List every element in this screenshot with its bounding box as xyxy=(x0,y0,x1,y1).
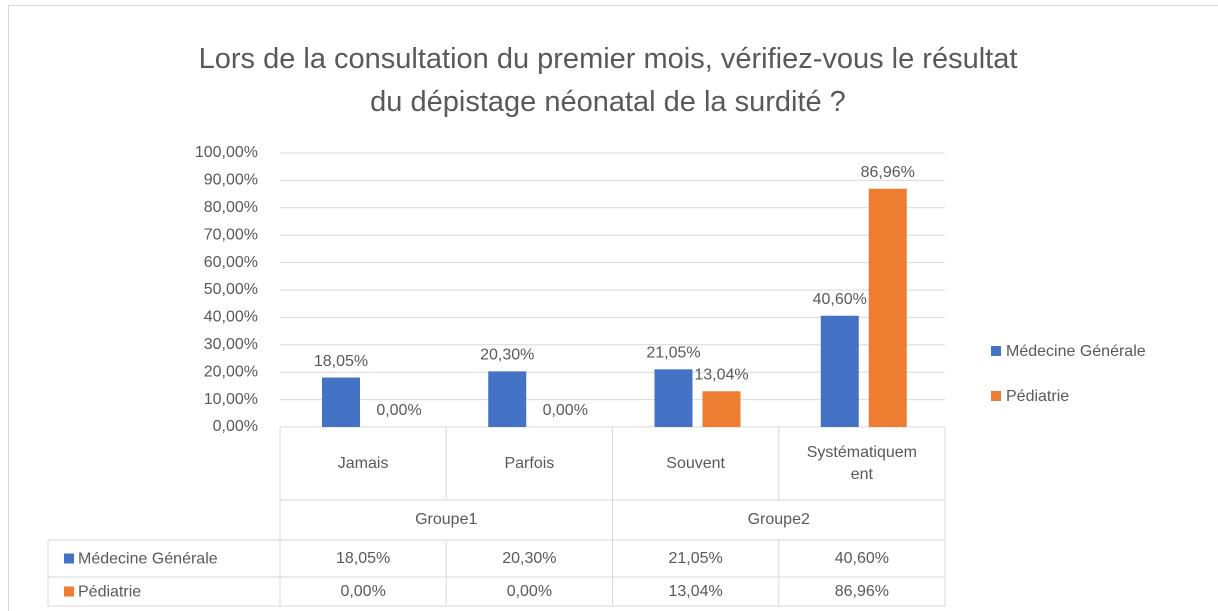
bar xyxy=(488,371,527,427)
data-label: 40,60% xyxy=(813,291,867,308)
table-legend-key xyxy=(64,553,74,564)
chart-title: Lors de la consultation du premier mois,… xyxy=(198,43,1018,118)
x-tick-label: Parfois xyxy=(504,454,555,472)
table-row-label: Médecine Générale xyxy=(78,551,218,568)
table-row-label: Pédiatrie xyxy=(78,584,141,601)
bar xyxy=(654,369,693,427)
bar xyxy=(820,315,859,427)
bar xyxy=(868,188,907,427)
data-label: 13,04% xyxy=(694,366,748,383)
y-tick-label: 30,00% xyxy=(204,336,258,353)
legend-label: Pédiatrie xyxy=(1006,388,1069,405)
x-tick-label: Souvent xyxy=(666,454,725,472)
bar xyxy=(322,377,360,427)
table-cell: 0,00% xyxy=(340,582,386,600)
data-label: 18,05% xyxy=(314,353,368,370)
table-cell: 20,30% xyxy=(502,549,557,567)
legend-key xyxy=(991,346,1001,356)
y-tick-label: 80,00% xyxy=(204,199,258,216)
legend-key xyxy=(991,391,1001,401)
table-cell: 86,96% xyxy=(834,582,889,600)
data-label: 0,00% xyxy=(376,402,421,419)
x-tick-label: Systématiquement xyxy=(806,443,917,483)
y-tick-label: 60,00% xyxy=(204,254,258,271)
data-label: 21,05% xyxy=(646,345,700,362)
y-tick-label: 10,00% xyxy=(204,391,258,408)
y-tick-label: 40,00% xyxy=(204,309,258,326)
table-legend-key xyxy=(64,586,74,597)
group-label: Groupe1 xyxy=(415,511,478,528)
data-label: 0,00% xyxy=(543,402,588,419)
y-tick-label: 50,00% xyxy=(204,281,258,298)
chart-border xyxy=(8,5,1218,611)
legend-label: Médecine Générale xyxy=(1006,343,1146,360)
table-cell: 21,05% xyxy=(668,549,723,567)
y-tick-label: 0,00% xyxy=(213,418,258,435)
data-label: 20,30% xyxy=(480,347,534,364)
y-tick-label: 90,00% xyxy=(204,172,258,189)
table-cell: 18,05% xyxy=(335,549,391,567)
data-label: 86,96% xyxy=(861,164,915,181)
group-label: Groupe2 xyxy=(747,511,810,528)
bar xyxy=(702,391,741,427)
table-cell: 0,00% xyxy=(506,582,553,600)
y-tick-label: 20,00% xyxy=(204,363,258,380)
table-cell: 13,04% xyxy=(668,582,723,600)
x-tick-label: Jamais xyxy=(337,454,389,472)
table-cell: 40,60% xyxy=(834,549,889,567)
y-tick-label: 70,00% xyxy=(204,226,258,243)
y-tick-label: 100,00% xyxy=(195,144,258,161)
